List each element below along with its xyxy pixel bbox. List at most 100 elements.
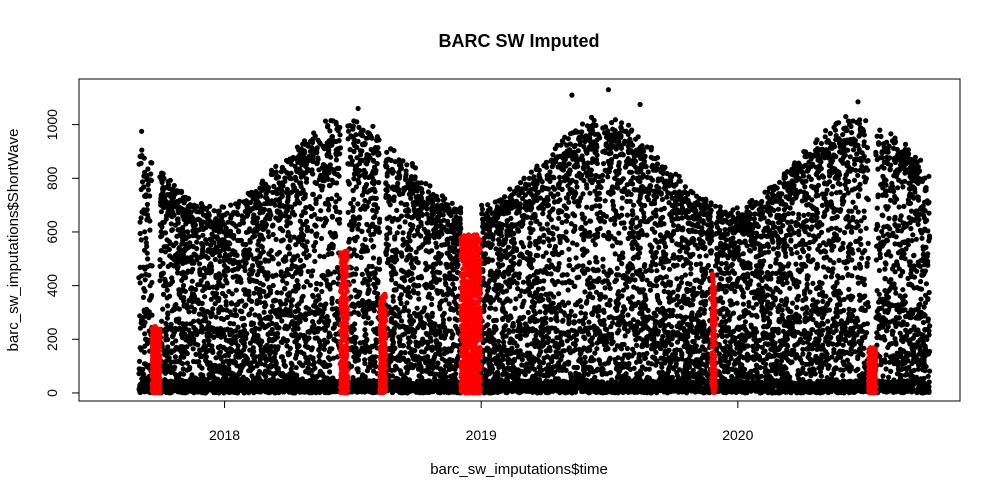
observed-point (137, 280, 143, 286)
observed-point (518, 239, 524, 246)
observed-point (567, 313, 573, 319)
observed-point (148, 294, 154, 300)
observed-point (289, 274, 296, 280)
observed-point (546, 243, 553, 249)
observed-point (612, 251, 618, 257)
observed-point (874, 133, 880, 139)
observed-point (278, 290, 284, 296)
observed-point (269, 303, 275, 309)
observed-point (301, 284, 307, 290)
observed-point (846, 306, 852, 312)
observed-point (209, 311, 215, 317)
observed-point (775, 251, 781, 257)
observed-point (406, 234, 412, 240)
observed-point (659, 196, 666, 203)
observed-point (630, 245, 636, 251)
observed-point (594, 137, 600, 143)
observed-point (507, 284, 513, 290)
observed-point (855, 280, 862, 286)
observed-point (667, 266, 673, 272)
observed-points (136, 87, 933, 396)
observed-point (351, 278, 357, 284)
observed-point (901, 203, 907, 209)
observed-point (682, 184, 689, 190)
observed-point (552, 146, 558, 152)
observed-point (196, 311, 202, 317)
observed-point (829, 191, 835, 197)
observed-point (863, 118, 869, 124)
observed-point (207, 236, 213, 242)
observed-point (586, 331, 592, 337)
observed-point (370, 255, 377, 261)
observed-point (734, 283, 740, 289)
observed-point (722, 339, 728, 345)
observed-point (566, 257, 572, 263)
observed-point (856, 247, 862, 253)
observed-point (840, 372, 846, 379)
observed-point (592, 331, 599, 338)
observed-point (662, 360, 668, 366)
observed-point (784, 370, 790, 377)
observed-point (540, 253, 546, 259)
observed-point (224, 314, 230, 320)
observed-point (540, 239, 547, 245)
observed-point (824, 187, 830, 193)
observed-point (269, 223, 276, 229)
observed-point (772, 297, 778, 303)
observed-point (140, 294, 147, 300)
observed-point (304, 255, 310, 261)
observed-point (770, 246, 777, 252)
observed-point (612, 117, 619, 123)
observed-point (527, 240, 533, 246)
observed-point (365, 315, 371, 321)
observed-point (218, 315, 224, 321)
observed-point (137, 313, 143, 319)
observed-point (576, 203, 582, 209)
observed-point (740, 301, 747, 307)
observed-point (767, 311, 773, 317)
observed-point (372, 214, 378, 220)
observed-point (648, 154, 654, 160)
observed-point (519, 362, 525, 368)
observed-point (369, 263, 375, 270)
observed-point (398, 292, 405, 298)
observed-point (368, 237, 374, 243)
observed-point (327, 369, 333, 375)
observed-point (615, 296, 622, 302)
observed-point (303, 205, 309, 211)
observed-point (544, 221, 550, 227)
observed-point (612, 347, 618, 353)
observed-point (877, 127, 883, 133)
observed-point (346, 239, 352, 245)
observed-point (800, 346, 806, 352)
observed-point (158, 229, 164, 235)
observed-point (800, 365, 806, 372)
observed-point (607, 302, 613, 308)
observed-point (520, 244, 527, 250)
observed-point (594, 346, 600, 352)
observed-point (619, 293, 625, 299)
observed-point (235, 204, 241, 210)
observed-point (888, 197, 894, 203)
observed-point (910, 232, 916, 238)
observed-point (921, 304, 927, 310)
observed-point (383, 241, 389, 247)
observed-point (303, 316, 309, 323)
observed-point (541, 232, 547, 238)
observed-point (405, 308, 412, 314)
observed-point (350, 188, 356, 194)
observed-point (212, 301, 218, 307)
observed-point (251, 212, 257, 218)
observed-point (492, 306, 499, 312)
observed-point (391, 326, 397, 332)
observed-point (366, 228, 372, 234)
observed-point (624, 212, 631, 218)
observed-point (289, 262, 295, 268)
observed-point (703, 253, 709, 259)
observed-point (287, 220, 293, 226)
observed-point (614, 265, 620, 271)
observed-point (363, 320, 369, 326)
observed-point (501, 339, 507, 345)
observed-point (247, 311, 253, 317)
observed-point (450, 281, 456, 287)
